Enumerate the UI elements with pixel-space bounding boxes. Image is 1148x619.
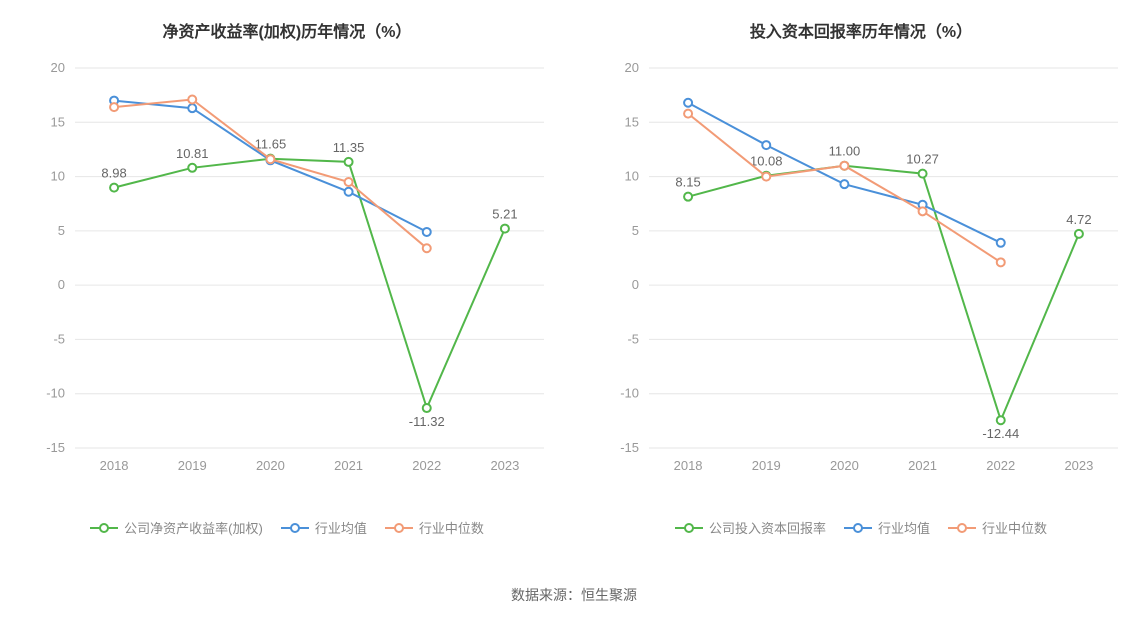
legend-marker-icon: [281, 522, 309, 534]
legend-label: 行业中位数: [982, 518, 1047, 537]
chart-title: 投入资本回报率历年情况（%）: [594, 18, 1128, 42]
x-tick-label: 2023: [490, 458, 519, 473]
legend-marker-icon: [948, 522, 976, 534]
series-line-company: [688, 166, 1079, 421]
series-line-company: [114, 159, 505, 408]
series-marker-company: [423, 404, 431, 412]
legend-item-industry_median: 行业中位数: [385, 518, 484, 537]
charts-row: 净资产收益率(加权)历年情况（%）-15-10-5051015202018201…: [0, 0, 1148, 577]
y-tick-label: 10: [625, 169, 639, 184]
y-tick-label: 0: [632, 277, 639, 292]
container: 净资产收益率(加权)历年情况（%）-15-10-5051015202018201…: [0, 0, 1148, 619]
y-tick-label: -5: [53, 331, 65, 346]
data-label: 11.00: [829, 144, 861, 159]
legend: 公司净资产收益率(加权) 行业均值 行业中位数: [20, 518, 554, 545]
x-tick-label: 2019: [178, 458, 207, 473]
x-tick-label: 2019: [752, 458, 781, 473]
y-tick-label: 20: [625, 60, 639, 75]
series-marker-industry_median: [345, 178, 353, 186]
chart-panel-1: 投入资本回报率历年情况（%） -15 -10 -5 0 5 10 15 20 2018 2019 20…: [574, 0, 1148, 577]
series-marker-industry_avg: [345, 188, 353, 196]
series-marker-industry_median: [188, 95, 196, 103]
series-marker-industry_avg: [840, 180, 848, 188]
x-tick-label: 2022: [412, 458, 441, 473]
chart-panel-0: 净资产收益率(加权)历年情况（%） -15 -10 -5 0 5 10 15 20 2018 201…: [0, 0, 574, 577]
x-tick-label: 2020: [830, 458, 859, 473]
series-marker-industry_median: [762, 173, 770, 181]
series-marker-industry_avg: [997, 239, 1005, 247]
y-tick-label: -15: [620, 440, 639, 455]
legend-marker-icon: [90, 522, 118, 534]
series-marker-industry_avg: [423, 228, 431, 236]
y-tick-label: 15: [625, 114, 639, 129]
data-label: -12.44: [982, 426, 1019, 441]
x-tick-label: 2022: [986, 458, 1015, 473]
legend-label: 行业均值: [878, 518, 930, 537]
series-marker-industry_median: [684, 110, 692, 118]
series-marker-company: [919, 170, 927, 178]
data-label: 10.81: [176, 146, 209, 161]
data-label: 4.72: [1066, 212, 1091, 227]
data-source-label: 数据来源：恒生聚源: [0, 577, 1148, 619]
legend-marker-icon: [385, 522, 413, 534]
series-marker-company: [997, 416, 1005, 424]
series-marker-industry_median: [919, 207, 927, 215]
y-tick-label: 20: [51, 60, 65, 75]
series-marker-industry_median: [423, 244, 431, 252]
series-marker-industry_avg: [762, 141, 770, 149]
y-tick-label: -10: [46, 386, 65, 401]
series-marker-industry_avg: [684, 99, 692, 107]
y-tick-label: -5: [627, 331, 639, 346]
series-marker-company: [501, 225, 509, 233]
series-line-industry_avg: [688, 103, 1001, 243]
plot-area: -15 -10 -5 0 5 10 15 20 2018 2019 2020 2021 2022 2023…: [594, 58, 1128, 488]
data-label: 8.98: [101, 166, 126, 181]
series-marker-industry_median: [266, 155, 274, 163]
y-tick-label: -15: [46, 440, 65, 455]
legend-item-industry_avg: 行业均值: [844, 518, 930, 537]
x-tick-label: 2018: [674, 458, 703, 473]
series-marker-industry_median: [997, 258, 1005, 266]
legend-item-industry_avg: 行业均值: [281, 518, 367, 537]
x-tick-label: 2021: [334, 458, 363, 473]
x-tick-label: 2023: [1064, 458, 1093, 473]
y-tick-label: 15: [51, 114, 65, 129]
legend-item-company: 公司投入资本回报率: [675, 518, 826, 537]
y-tick-label: 5: [632, 223, 639, 238]
legend-label: 行业均值: [315, 518, 367, 537]
legend-label: 行业中位数: [419, 518, 484, 537]
chart-title: 净资产收益率(加权)历年情况（%）: [20, 18, 554, 42]
series-marker-industry_avg: [188, 104, 196, 112]
series-marker-company: [1075, 230, 1083, 238]
data-label: -11.32: [409, 414, 445, 429]
x-tick-label: 2021: [908, 458, 937, 473]
data-label: 11.65: [255, 137, 287, 152]
data-label: 11.35: [333, 140, 365, 155]
series-line-industry_avg: [114, 101, 427, 232]
y-tick-label: 10: [51, 169, 65, 184]
legend-marker-icon: [675, 522, 703, 534]
series-marker-industry_median: [840, 162, 848, 170]
legend: 公司投入资本回报率 行业均值 行业中位数: [594, 518, 1128, 545]
series-marker-company: [188, 164, 196, 172]
series-marker-industry_median: [110, 103, 118, 111]
y-tick-label: 0: [58, 277, 65, 292]
data-label: 8.15: [675, 175, 700, 190]
plot-area: -15 -10 -5 0 5 10 15 20 2018 2019 2020 2021 2022 2023…: [20, 58, 554, 488]
legend-item-industry_median: 行业中位数: [948, 518, 1047, 537]
series-marker-company: [345, 158, 353, 166]
x-tick-label: 2020: [256, 458, 285, 473]
data-label: 5.21: [492, 207, 517, 222]
legend-label: 公司净资产收益率(加权): [124, 518, 263, 537]
x-tick-label: 2018: [100, 458, 129, 473]
y-tick-label: 5: [58, 223, 65, 238]
legend-marker-icon: [844, 522, 872, 534]
data-label: 10.27: [906, 152, 939, 167]
y-tick-label: -10: [620, 386, 639, 401]
legend-item-company: 公司净资产收益率(加权): [90, 518, 263, 537]
series-marker-company: [110, 184, 118, 192]
series-marker-company: [684, 193, 692, 201]
legend-label: 公司投入资本回报率: [709, 518, 826, 537]
